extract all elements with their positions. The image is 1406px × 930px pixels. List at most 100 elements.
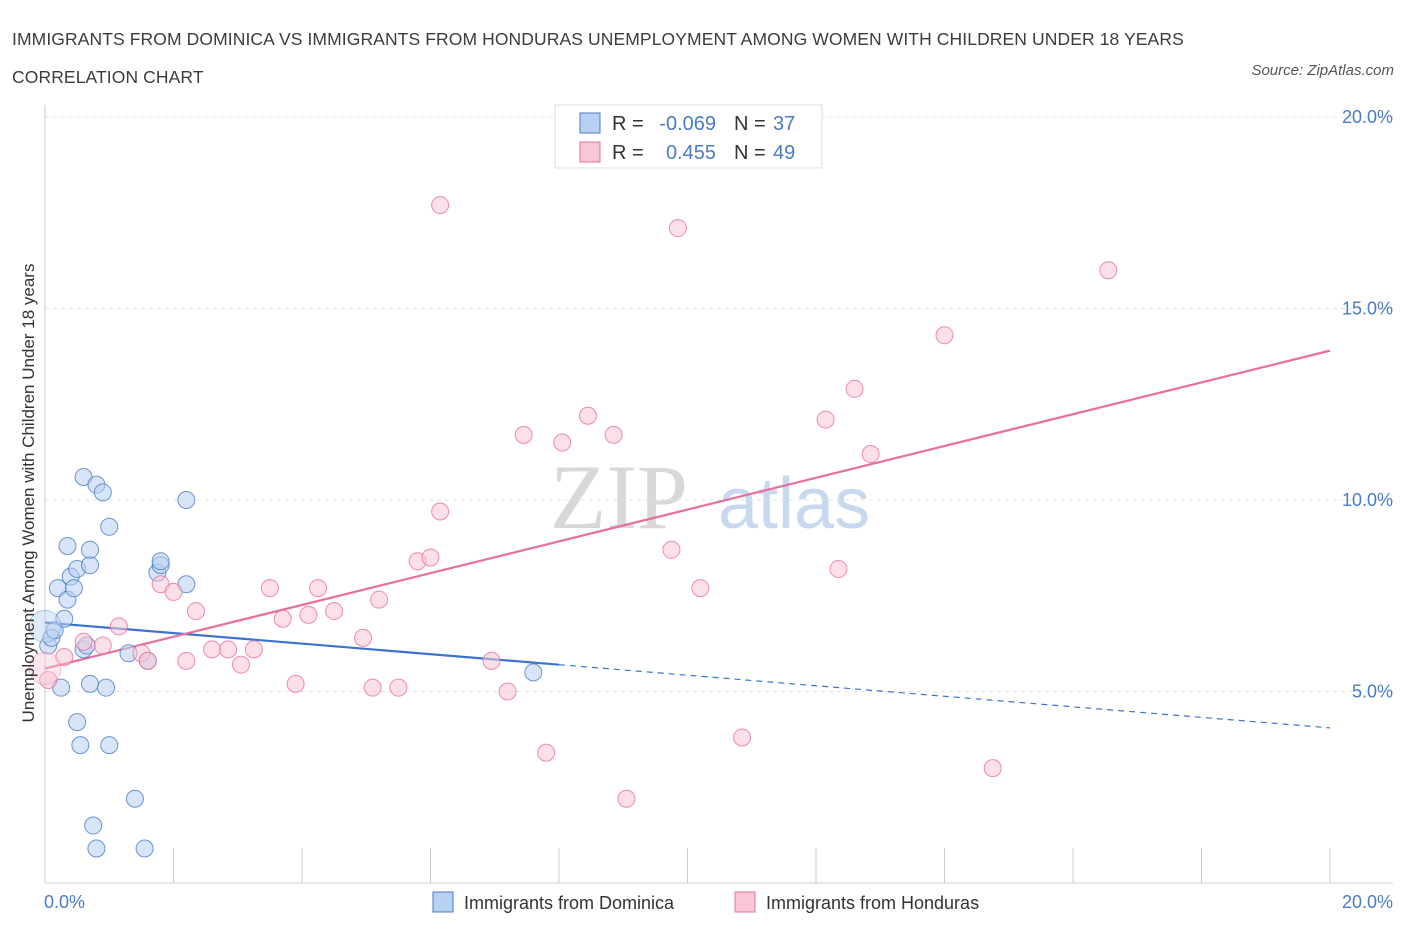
point-honduras (662, 540, 681, 559)
point-honduras (604, 425, 623, 444)
data-points (28, 196, 1118, 858)
point-honduras (93, 636, 112, 655)
point-dominica (80, 674, 99, 693)
point-honduras (74, 632, 93, 651)
point-dominica (87, 839, 106, 858)
point-honduras (578, 406, 597, 425)
point-honduras (935, 326, 954, 345)
point-dominica (93, 483, 112, 502)
watermark-zip: ZIP (550, 446, 688, 548)
trend-line-extension (558, 664, 1331, 729)
legend-n-value: 49 (773, 142, 795, 164)
point-honduras (309, 579, 328, 598)
legend-label-dominica: Immigrants from Dominica (464, 893, 675, 913)
point-honduras (983, 759, 1002, 778)
y-tick-label: 20.0% (1342, 107, 1393, 127)
trend-line-honduras (44, 349, 1331, 670)
point-honduras (431, 502, 450, 521)
point-dominica (68, 713, 87, 732)
point-honduras (109, 617, 128, 636)
point-dominica (28, 609, 62, 643)
point-honduras (845, 379, 864, 398)
point-honduras (28, 652, 62, 686)
point-dominica (55, 609, 74, 628)
point-dominica (135, 839, 154, 858)
trend-line-dominica (44, 621, 560, 666)
point-honduras (186, 602, 205, 621)
stats-legend: R = -0.069 N = 37 R = 0.455 N = 49 (554, 104, 823, 169)
axes (44, 105, 1393, 884)
point-honduras (816, 410, 835, 429)
point-dominica (58, 536, 77, 555)
point-dominica (80, 556, 99, 575)
point-honduras (325, 602, 344, 621)
legend-r-label: R = (612, 113, 644, 135)
point-dominica (151, 552, 170, 571)
point-dominica (100, 517, 119, 536)
y-tick-label: 5.0% (1352, 682, 1393, 702)
point-honduras (203, 640, 222, 659)
point-dominica (177, 491, 196, 509)
point-dominica (125, 789, 144, 808)
point-honduras (537, 743, 556, 762)
point-honduras (553, 433, 572, 452)
legend-swatch-dominica (432, 891, 454, 913)
point-honduras (482, 651, 501, 670)
point-honduras (733, 728, 752, 747)
point-honduras (370, 590, 389, 609)
y-tick-label: 10.0% (1342, 490, 1393, 510)
point-honduras (861, 445, 880, 464)
point-dominica (64, 579, 83, 598)
point-honduras (354, 628, 373, 647)
legend-n-value: 37 (773, 113, 795, 135)
x-tick-label: 0.0% (44, 892, 85, 912)
point-dominica (84, 816, 103, 835)
point-honduras (421, 548, 440, 567)
y-axis-label: Unemployment Among Women with Children U… (19, 264, 38, 723)
legend-r-label: R = (612, 142, 644, 164)
point-honduras (273, 609, 292, 628)
point-honduras (431, 196, 450, 215)
point-dominica (97, 678, 116, 697)
trend-lines (44, 349, 1331, 729)
point-honduras (244, 640, 263, 659)
point-honduras (617, 789, 636, 808)
point-dominica (524, 663, 543, 682)
point-honduras (286, 674, 305, 693)
point-dominica (100, 736, 119, 755)
point-honduras (829, 559, 848, 578)
point-honduras (1099, 261, 1118, 280)
legend-n-label: N = (734, 113, 766, 135)
point-honduras (231, 655, 250, 674)
legend-swatch-honduras (579, 141, 601, 163)
point-honduras (39, 671, 58, 690)
point-honduras (177, 651, 196, 670)
source-label: Source: ZipAtlas.com (1251, 62, 1394, 79)
point-honduras (498, 682, 517, 701)
point-honduras (260, 579, 279, 598)
point-dominica (45, 621, 64, 640)
chart-title: IMMIGRANTS FROM DOMINICA VS IMMIGRANTS F… (12, 29, 1184, 87)
point-honduras (363, 678, 382, 697)
point-dominica (71, 736, 90, 755)
legend-n-label: N = (734, 142, 766, 164)
point-honduras (299, 605, 318, 624)
point-dominica (80, 540, 99, 559)
point-honduras (389, 678, 408, 697)
series-legend: Immigrants from Dominica Immigrants from… (432, 891, 979, 913)
legend-swatch-honduras (734, 891, 756, 913)
point-honduras (138, 651, 157, 670)
y-tick-label: 15.0% (1342, 299, 1393, 319)
point-honduras (514, 425, 533, 444)
legend-label-honduras: Immigrants from Honduras (766, 893, 979, 913)
point-honduras (55, 648, 74, 667)
x-tick-label: 20.0% (1342, 892, 1393, 912)
grid-lines: 5.0% 10.0% 15.0% 20.0% (45, 107, 1393, 702)
watermark-atlas: atlas (718, 464, 870, 544)
point-honduras (164, 582, 183, 601)
legend-swatch-dominica (579, 112, 601, 134)
point-honduras (668, 219, 687, 238)
legend-r-value: -0.069 (659, 113, 716, 135)
legend-r-value: 0.455 (666, 142, 716, 164)
